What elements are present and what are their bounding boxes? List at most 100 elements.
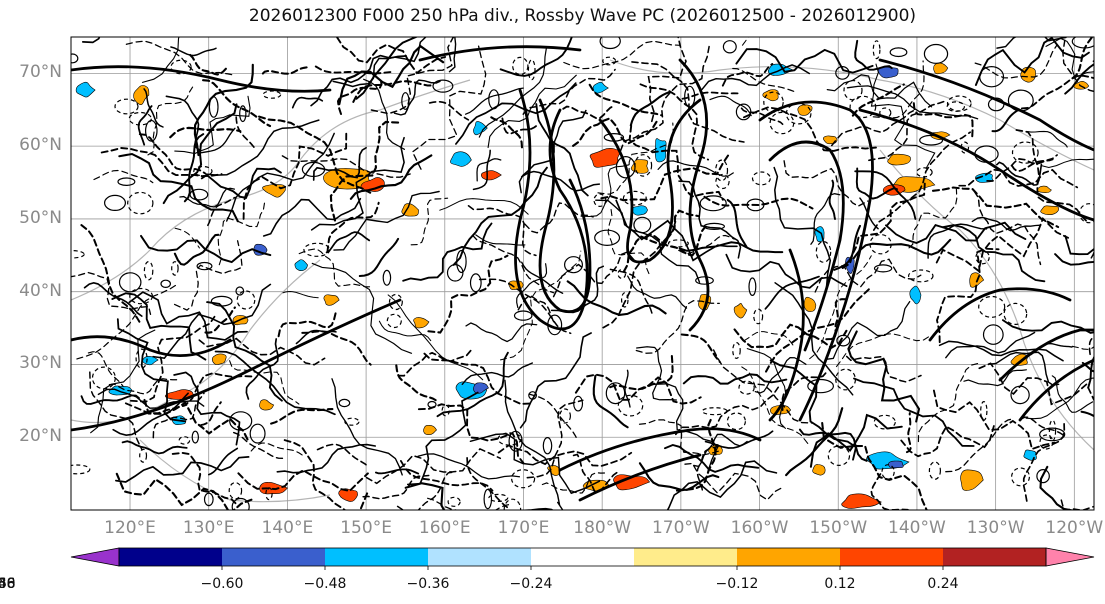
divergence-patch — [888, 460, 904, 469]
contour-line-bold — [878, 58, 1094, 152]
contour-loop — [303, 242, 331, 257]
colorbar-tick-label: −0.48 — [303, 576, 347, 592]
contour-loop — [338, 398, 351, 408]
contour-line — [1080, 410, 1094, 418]
contour-line — [83, 281, 143, 317]
coastline — [879, 149, 1094, 451]
contour-line — [100, 147, 223, 178]
contour-loop — [344, 417, 360, 426]
contour-line — [721, 62, 774, 87]
contour-line — [121, 440, 188, 455]
contour-line — [93, 169, 154, 184]
contour-line — [387, 294, 484, 381]
colorbar-segment — [222, 548, 326, 566]
contour-loop — [135, 348, 148, 369]
contour-line — [541, 472, 607, 494]
contour-line — [725, 253, 848, 289]
contour-loop — [203, 492, 214, 507]
colorbar-tick-label: −0.36 — [406, 576, 450, 592]
contour-line — [917, 362, 981, 443]
contour-line — [627, 275, 688, 309]
contour-line — [490, 116, 524, 152]
divergence-patch — [473, 121, 488, 136]
contour-loop — [701, 407, 728, 416]
contour-line — [217, 202, 266, 266]
contour-line — [1054, 253, 1094, 266]
contour-loop — [441, 404, 450, 417]
contour-line — [108, 378, 179, 395]
contour-loop — [873, 414, 896, 430]
contour-line — [519, 332, 592, 429]
contour-loop — [695, 276, 714, 285]
contour-line-bold — [71, 298, 402, 432]
contour-line — [128, 291, 248, 341]
contour-loop — [103, 194, 126, 211]
contour-line — [461, 362, 534, 386]
contour-loop — [633, 216, 652, 234]
contour-line — [501, 117, 539, 135]
contour-line — [487, 74, 577, 149]
contour-line — [1021, 416, 1064, 436]
divergence-patch — [822, 135, 838, 145]
lon-label-150w: 150°W — [809, 518, 868, 538]
divergence-patch — [211, 353, 227, 365]
contour-line — [678, 234, 735, 255]
contour-line — [207, 447, 239, 476]
contour-line — [277, 311, 337, 338]
contour-line — [1071, 345, 1094, 350]
contour-loop — [889, 47, 908, 58]
divergence-patch — [841, 493, 882, 509]
contour-line — [397, 349, 472, 377]
contour-line — [325, 231, 371, 254]
contour-loop — [196, 261, 213, 271]
contour-line — [465, 322, 538, 343]
contour-line-bold — [1018, 358, 1094, 422]
contour-loop — [559, 408, 571, 424]
contour-line — [399, 459, 494, 492]
contour-loop — [617, 394, 644, 417]
colorbar — [70, 547, 1095, 570]
lon-label-130w: 130°W — [966, 518, 1025, 538]
contour-line — [868, 99, 948, 162]
contour-line — [600, 152, 731, 202]
contour-line — [335, 37, 447, 75]
contour-loop — [620, 292, 629, 308]
contour-line — [517, 295, 557, 325]
contour-line — [1092, 60, 1094, 63]
contour-line — [229, 360, 300, 405]
contour-line — [635, 300, 720, 354]
colorbar-tick-label: 0.36 — [0, 576, 16, 592]
contour-line — [478, 278, 572, 335]
contour-loop — [919, 134, 944, 146]
contour-line — [1001, 319, 1094, 334]
contour-line — [471, 234, 555, 294]
colorbar-segment — [943, 548, 1047, 566]
divergence-patch — [762, 89, 779, 102]
contour-loop — [982, 324, 1004, 345]
contour-line — [958, 168, 1079, 189]
contour-loop — [118, 272, 142, 293]
contour-line — [701, 64, 811, 91]
colorbar-tick-label: 0.60 — [0, 576, 16, 592]
contour-line — [396, 471, 454, 510]
colorbar-tick-label: 0.24 — [927, 576, 959, 592]
contour-line — [130, 315, 216, 403]
contour-line — [905, 412, 912, 454]
contour-line — [853, 377, 975, 447]
contour-loop — [483, 488, 493, 510]
contour-line — [974, 44, 1058, 79]
contour-loop — [923, 43, 949, 64]
contour-line — [1062, 39, 1094, 93]
divergence-patch — [933, 62, 949, 75]
contour-line — [258, 115, 372, 194]
contour-line — [504, 379, 561, 506]
contour-loop — [979, 65, 1005, 88]
colorbar-segment — [634, 548, 738, 566]
contour-line — [359, 492, 369, 510]
contour-line — [173, 233, 220, 266]
contour-line — [935, 216, 1070, 273]
lon-label-180w: 180°W — [573, 518, 632, 538]
contour-line — [754, 356, 807, 394]
contour-line — [945, 331, 1036, 359]
contour-loop — [873, 264, 893, 273]
